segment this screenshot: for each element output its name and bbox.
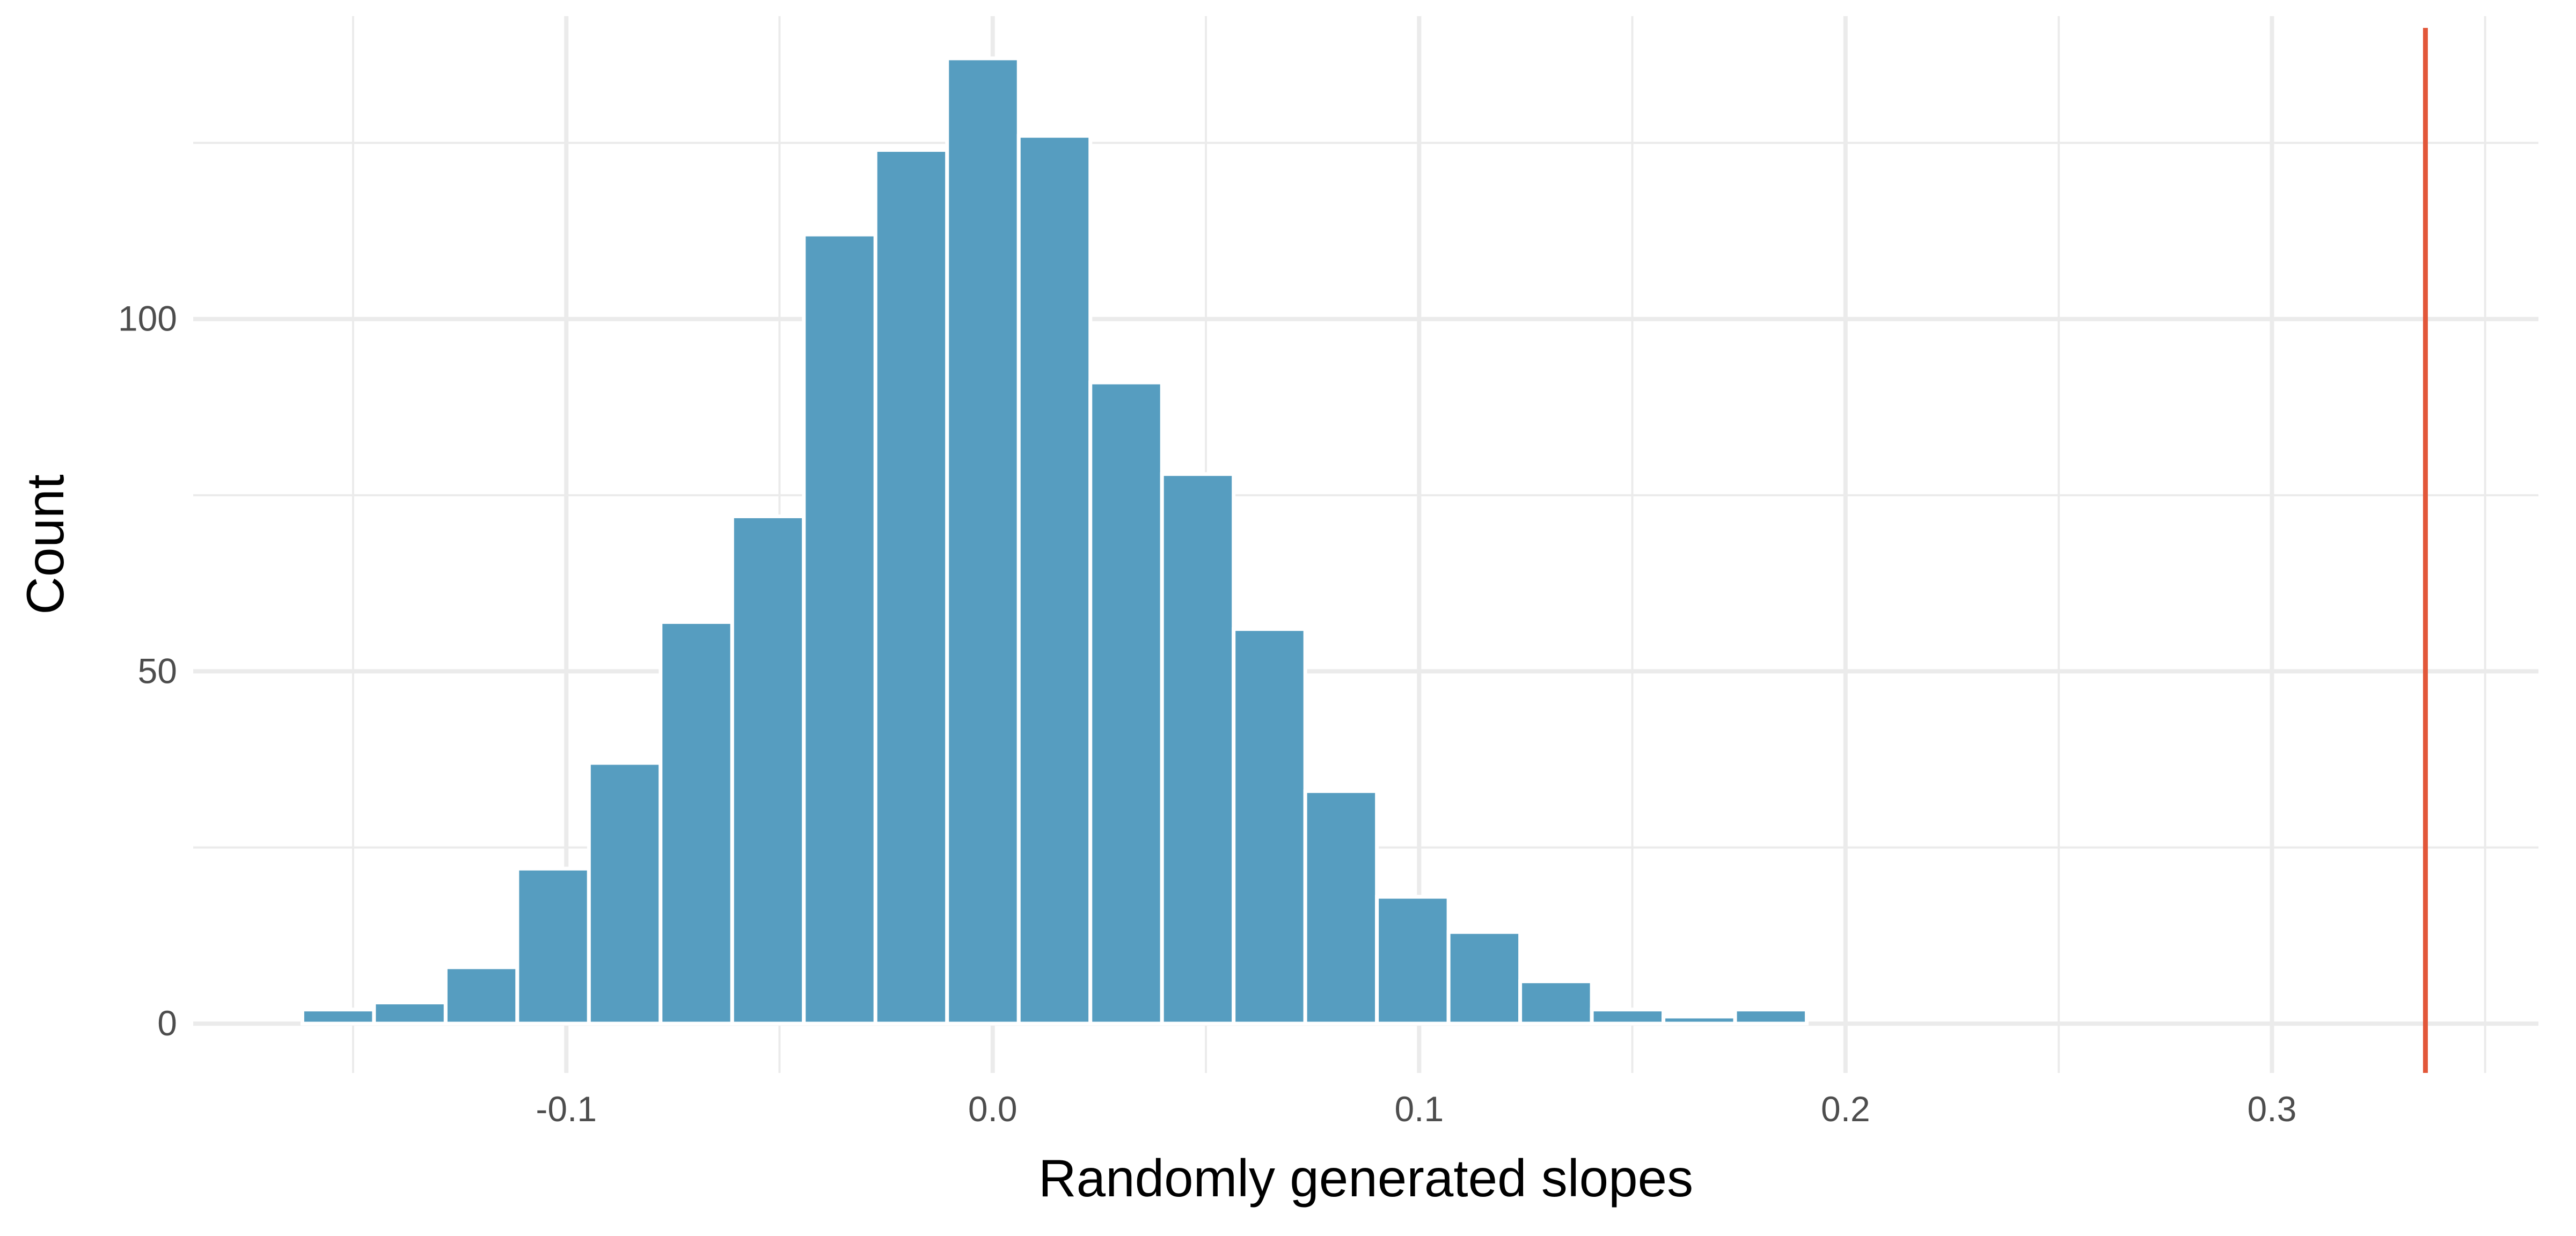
histogram-bar xyxy=(802,232,877,1026)
x-axis-title: Randomly generated slopes xyxy=(1038,1149,1693,1208)
y-tick-label: 100 xyxy=(118,299,177,339)
histogram-bars xyxy=(300,56,1809,1026)
histogram-bar xyxy=(730,514,806,1026)
y-tick-label: 0 xyxy=(157,1003,177,1043)
histogram-bar xyxy=(1160,472,1236,1026)
x-tick-label: -0.1 xyxy=(536,1089,597,1129)
histogram-bar xyxy=(945,56,1021,1026)
x-axis-tick-labels: -0.1 0.0 0.1 0.2 0.3 xyxy=(536,1089,2296,1129)
y-tick-label: 50 xyxy=(138,651,177,690)
histogram-bar xyxy=(873,148,949,1026)
y-axis-tick-labels: 0 50 100 xyxy=(118,299,177,1043)
histogram-bar xyxy=(1232,627,1307,1026)
histogram-bar xyxy=(1088,380,1164,1026)
histogram-bar xyxy=(1303,789,1379,1026)
histogram-bar xyxy=(658,620,734,1026)
histogram-bar xyxy=(1518,979,1594,1026)
histogram-bar xyxy=(1446,930,1523,1026)
x-tick-label: 0.1 xyxy=(1394,1089,1444,1129)
histogram-bar xyxy=(1375,895,1451,1026)
histogram-bar xyxy=(443,965,519,1026)
histogram-bar xyxy=(300,1007,376,1026)
histogram-bar xyxy=(1590,1007,1666,1026)
histogram-bar xyxy=(372,1000,448,1026)
histogram-bar xyxy=(1016,134,1093,1026)
x-tick-label: 0.2 xyxy=(1821,1089,1870,1129)
x-tick-label: 0.0 xyxy=(968,1089,1018,1129)
histogram-bar xyxy=(515,866,591,1026)
histogram-bar xyxy=(1733,1007,1809,1026)
x-tick-label: 0.3 xyxy=(2248,1089,2297,1129)
y-axis-title: Count xyxy=(16,474,75,615)
histogram-bar xyxy=(587,761,663,1026)
histogram-bar xyxy=(1662,1014,1737,1026)
